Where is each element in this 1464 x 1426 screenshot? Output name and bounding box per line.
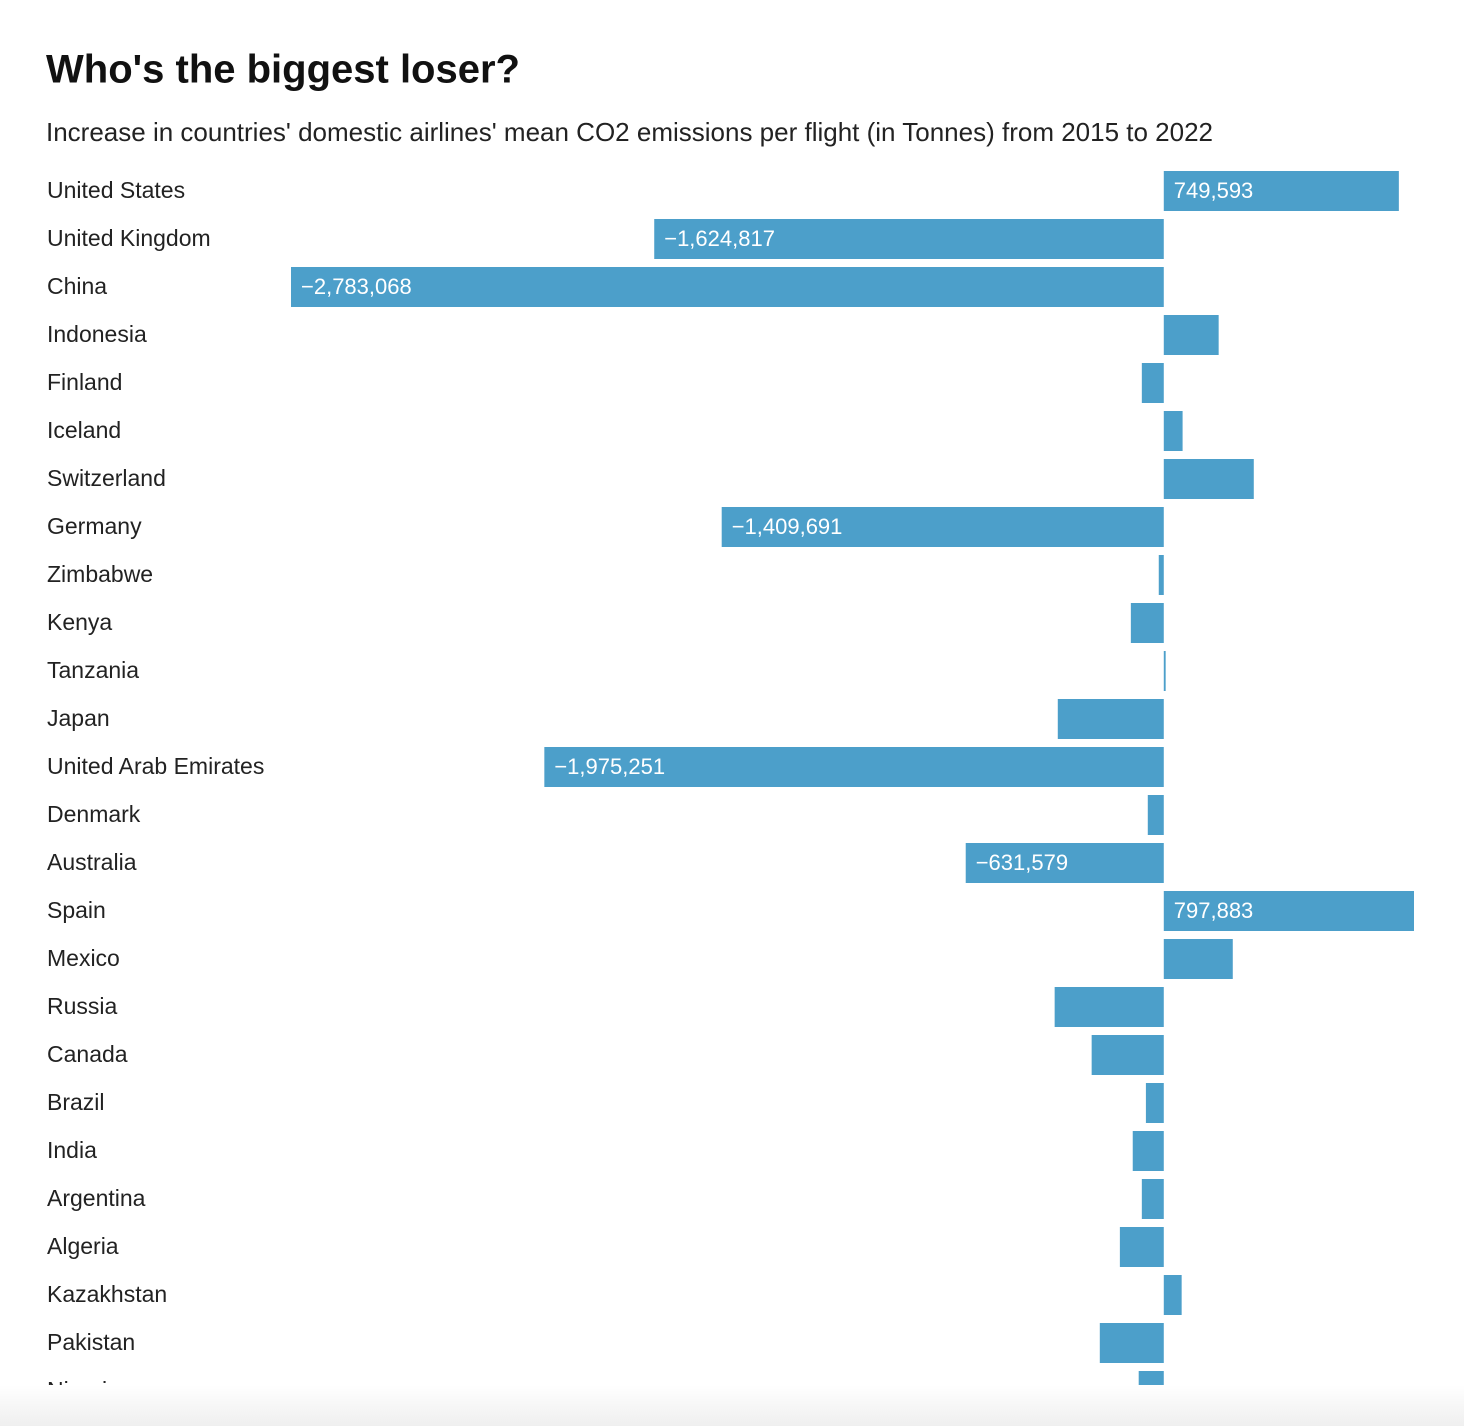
bar	[1163, 411, 1183, 451]
category-label: Japan	[47, 705, 110, 731]
category-label: Iceland	[47, 417, 121, 443]
category-label: United States	[47, 177, 185, 203]
category-label: Germany	[47, 513, 142, 539]
bar	[1099, 1323, 1164, 1363]
bar	[544, 747, 1164, 787]
category-label: Nigeria	[47, 1377, 120, 1385]
category-label: United Arab Emirates	[47, 753, 264, 779]
bar	[1163, 171, 1399, 211]
category-label: Canada	[47, 1041, 128, 1067]
category-label: Argentina	[47, 1185, 146, 1211]
chart: Who's the biggest loser? Increase in cou…	[46, 48, 1414, 1411]
value-label: −2,783,068	[301, 274, 412, 299]
category-label: Kenya	[47, 609, 112, 635]
category-label: Denmark	[47, 801, 141, 827]
value-label: 797,883	[1174, 898, 1254, 923]
value-label: −1,624,817	[664, 226, 775, 251]
category-label: India	[47, 1137, 97, 1163]
value-label: −631,579	[976, 850, 1068, 875]
bar	[1057, 699, 1164, 739]
bar	[1141, 1179, 1164, 1219]
chart-title: Who's the biggest loser?	[46, 48, 520, 92]
bar	[721, 507, 1164, 547]
bar	[1147, 795, 1164, 835]
category-label: China	[47, 273, 107, 299]
bar	[1132, 1131, 1164, 1171]
bar	[1091, 1035, 1164, 1075]
bar	[1163, 459, 1254, 499]
category-label: Russia	[47, 993, 118, 1019]
bar	[1054, 987, 1164, 1027]
category-label: Indonesia	[47, 321, 147, 347]
bar	[1163, 651, 1166, 691]
category-label: Finland	[47, 369, 122, 395]
bar	[1163, 315, 1219, 355]
chart-subtitle: Increase in countries' domestic airlines…	[46, 117, 1213, 147]
value-label: −1,409,691	[732, 514, 843, 539]
category-label: United Kingdom	[47, 225, 211, 251]
bar	[654, 219, 1164, 259]
bar	[1119, 1227, 1164, 1267]
bar	[1141, 363, 1164, 403]
bar	[1163, 939, 1233, 979]
category-label: Brazil	[47, 1089, 105, 1115]
bar	[965, 843, 1164, 883]
category-label: Algeria	[47, 1233, 119, 1259]
bar	[1163, 1275, 1182, 1315]
category-label: Zimbabwe	[47, 561, 153, 587]
category-label: Mexico	[47, 945, 120, 971]
scroll-fade	[0, 1385, 1464, 1426]
category-label: Tanzania	[47, 657, 139, 683]
value-label: 749,593	[1174, 178, 1254, 203]
bar	[1163, 891, 1414, 931]
bar	[1145, 1083, 1164, 1123]
bar	[291, 267, 1164, 307]
category-label: Kazakhstan	[47, 1281, 167, 1307]
bar	[1158, 555, 1164, 595]
bar	[1130, 603, 1164, 643]
category-label: Switzerland	[47, 465, 166, 491]
bar	[1138, 1371, 1164, 1411]
value-label: −1,975,251	[554, 754, 665, 779]
category-label: Australia	[47, 849, 137, 875]
category-label: Spain	[47, 897, 106, 923]
category-label: Pakistan	[47, 1329, 135, 1355]
